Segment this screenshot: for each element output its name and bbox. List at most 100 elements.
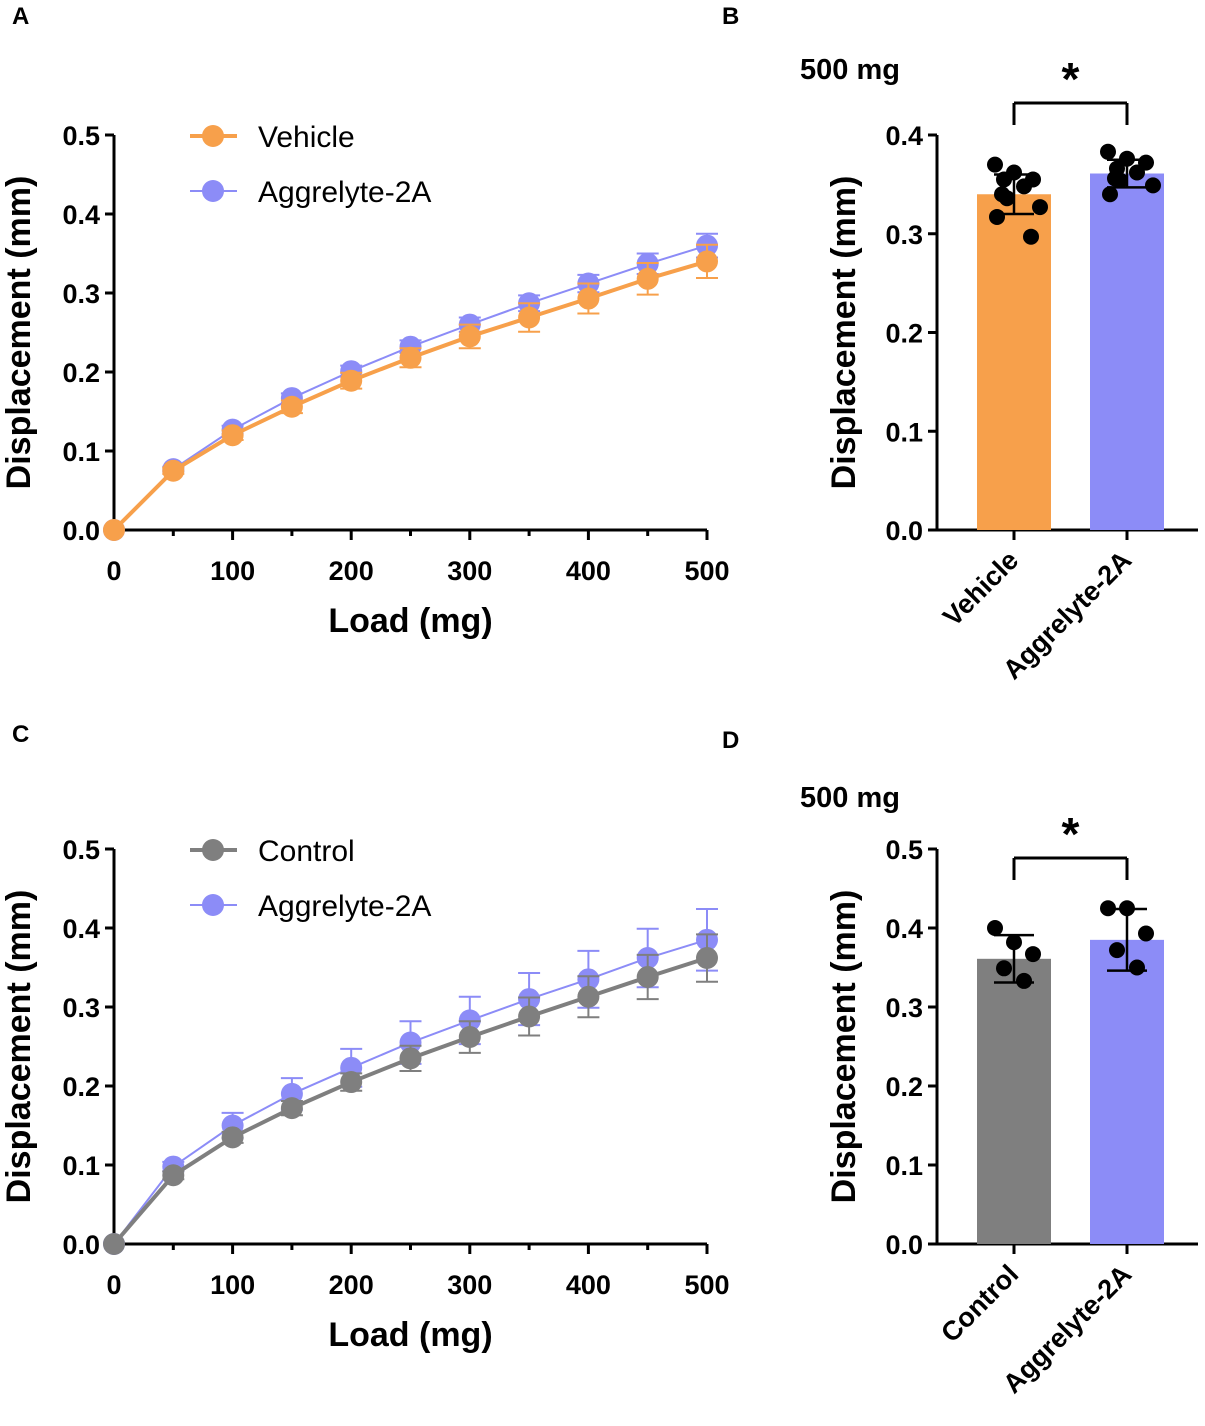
data-point [103, 519, 125, 541]
data-point [103, 1233, 125, 1255]
y-axis-title: Displacement (mm) [0, 890, 38, 1204]
y-tick-label: 0.4 [885, 121, 923, 151]
y-tick-label: 0.5 [62, 121, 100, 151]
individual-data-point [996, 960, 1012, 977]
data-point [636, 267, 659, 290]
data-point [399, 346, 422, 369]
data-point [340, 1071, 363, 1094]
individual-data-point [1102, 186, 1118, 203]
panel-letter-c: C [12, 721, 29, 748]
x-tick-label: 200 [329, 556, 374, 586]
y-tick-label: 0.1 [62, 437, 100, 467]
x-tick-label: 0 [106, 556, 121, 586]
data-point [518, 306, 541, 329]
x-tick-label: 100 [210, 1270, 255, 1300]
x-tick-label: 400 [566, 556, 611, 586]
individual-data-point [1100, 900, 1116, 917]
data-point [577, 287, 600, 310]
y-axis-title: Displacement (mm) [0, 176, 38, 490]
individual-data-point [1016, 972, 1032, 989]
individual-data-point [999, 190, 1015, 207]
chart-subtitle: 500 mg [800, 54, 900, 86]
individual-data-point [1129, 959, 1145, 976]
x-category-label: Control [935, 1259, 1024, 1348]
y-axis-title: Displacement (mm) [825, 890, 863, 1204]
individual-data-point [1138, 925, 1154, 942]
individual-data-point [989, 208, 1005, 225]
series-aggrelyte-2a [103, 232, 718, 541]
legend-marker [202, 125, 224, 147]
data-point [162, 459, 185, 482]
y-tick-label: 0.1 [885, 417, 923, 447]
x-tick-label: 300 [447, 1270, 492, 1300]
panel-c-line-chart: 0.0 0.1 0.2 0.3 0.4 0.5 0 100 200 300 400 500 Load (… [0, 835, 730, 1354]
y-tick-label: 0.3 [885, 220, 923, 250]
individual-data-point [1100, 143, 1116, 160]
data-point [280, 395, 303, 418]
bar [1090, 173, 1164, 530]
y-tick-label: 0.3 [62, 279, 100, 309]
data-point [696, 947, 718, 970]
y-tick-label: 0.2 [62, 1072, 100, 1102]
legend-label: Aggrelyte-2A [258, 890, 431, 923]
x-tick-label: 200 [329, 1270, 374, 1300]
legend-marker [202, 894, 224, 916]
x-tick-label: 0 [106, 1270, 121, 1300]
data-point [221, 1126, 244, 1149]
individual-data-point [1025, 946, 1041, 963]
series-line [112, 956, 708, 1246]
significance-star: * [1062, 53, 1080, 105]
bar [977, 958, 1051, 1244]
y-tick-label: 0.3 [885, 993, 923, 1023]
individual-data-point [1129, 164, 1145, 181]
individual-data-point [1145, 177, 1161, 194]
data-point [696, 250, 718, 273]
series-aggrelyte-2a [103, 908, 718, 1255]
series-line [112, 259, 708, 532]
x-tick-label: 300 [447, 556, 492, 586]
individual-data-point [987, 156, 1003, 173]
x-axis-title: Load (mg) [328, 1316, 492, 1354]
panel-d-bar-chart: 500 mg 0.0 0.1 0.2 0.3 0.4 0.5 Displacement (mm… [800, 782, 1198, 1399]
y-tick-label: 0.4 [62, 200, 100, 230]
data-point [399, 1031, 422, 1054]
individual-data-point [1016, 178, 1032, 195]
panel-letter-a: A [12, 3, 29, 30]
y-tick-label: 0.1 [885, 1151, 923, 1181]
x-axis-title: Load (mg) [328, 602, 492, 640]
x-tick-label: 500 [684, 1270, 729, 1300]
individual-data-point [1006, 934, 1022, 951]
y-tick-label: 0.1 [62, 1151, 100, 1181]
y-tick-label: 0.0 [62, 1230, 100, 1260]
panel-letter-b: B [722, 3, 739, 30]
individual-data-point [1109, 942, 1125, 959]
legend-marker [202, 180, 224, 202]
significance-star: * [1062, 808, 1080, 860]
data-point [280, 1097, 303, 1120]
data-point [577, 985, 600, 1008]
y-tick-label: 0.4 [62, 914, 100, 944]
individual-data-point [1112, 172, 1128, 189]
individual-data-point [1032, 199, 1048, 216]
panel-a-line-chart: 0.0 0.1 0.2 0.3 0.4 0.5 0 100 200 300 400 500 Load (… [0, 121, 730, 640]
x-tick-label: 100 [210, 556, 255, 586]
y-tick-label: 0.0 [885, 1230, 923, 1260]
individual-data-point [1023, 228, 1039, 245]
x-tick-label: 400 [566, 1270, 611, 1300]
series-control [103, 933, 718, 1255]
y-tick-label: 0.0 [885, 516, 923, 546]
data-point [458, 1026, 481, 1049]
y-axis-title: Displacement (mm) [825, 176, 863, 490]
y-tick-label: 0.2 [885, 319, 923, 349]
y-tick-label: 0.2 [62, 358, 100, 388]
y-tick-label: 0.5 [62, 835, 100, 865]
data-point [636, 965, 659, 988]
individual-data-point [996, 171, 1012, 188]
bar [977, 194, 1051, 530]
legend-label: Aggrelyte-2A [258, 176, 431, 209]
y-tick-label: 0.3 [62, 993, 100, 1023]
data-point [399, 1047, 422, 1070]
individual-data-point [1119, 150, 1135, 167]
